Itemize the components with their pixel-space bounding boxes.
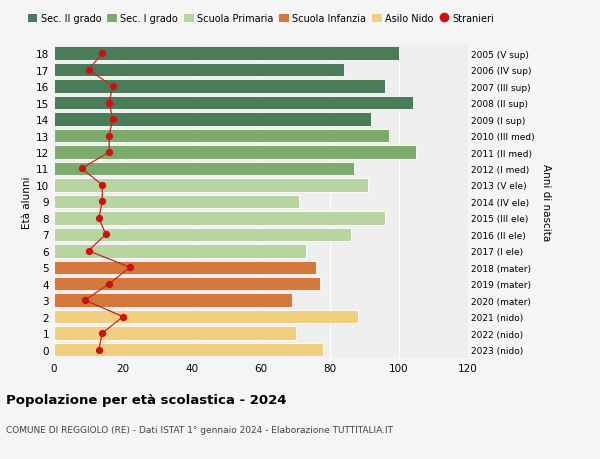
Point [94,215,104,222]
Point [108,83,118,90]
Text: COMUNE DI REGGIOLO (RE) - Dati ISTAT 1° gennaio 2024 - Elaborazione TUTTITALIA.I: COMUNE DI REGGIOLO (RE) - Dati ISTAT 1° … [6,425,393,434]
Bar [54,97,413,110]
Point [77,165,86,173]
Bar [54,310,358,324]
Bar [54,228,350,241]
Bar [54,212,385,225]
Point [97,50,107,58]
Bar [54,64,344,77]
Point [101,231,110,239]
Point [125,264,134,271]
Point [104,280,114,288]
Point [104,149,114,157]
Bar [54,195,299,209]
Y-axis label: Anni di nascita: Anni di nascita [541,163,551,241]
Legend: Sec. II grado, Sec. I grado, Scuola Primaria, Scuola Infanzia, Asilo Nido, Stran: Sec. II grado, Sec. I grado, Scuola Prim… [24,10,498,28]
Bar [54,47,399,61]
Bar [54,146,416,159]
Text: Popolazione per età scolastica - 2024: Popolazione per età scolastica - 2024 [6,393,287,406]
Point [84,247,94,255]
Point [94,346,104,353]
Bar [54,80,385,94]
Point [118,313,128,321]
Bar [54,162,354,176]
Bar [54,277,320,291]
Point [104,100,114,107]
Point [80,297,90,304]
Point [97,182,107,189]
Point [108,116,118,123]
Bar [54,294,292,307]
Bar [54,343,323,357]
Point [84,67,94,74]
Point [97,198,107,206]
Bar [54,245,306,258]
Point [104,133,114,140]
Bar [54,261,316,274]
Bar [54,129,389,143]
Bar [54,113,371,127]
Bar [54,179,368,192]
Point [97,330,107,337]
Y-axis label: Età alunni: Età alunni [22,176,32,228]
Bar [54,327,296,340]
